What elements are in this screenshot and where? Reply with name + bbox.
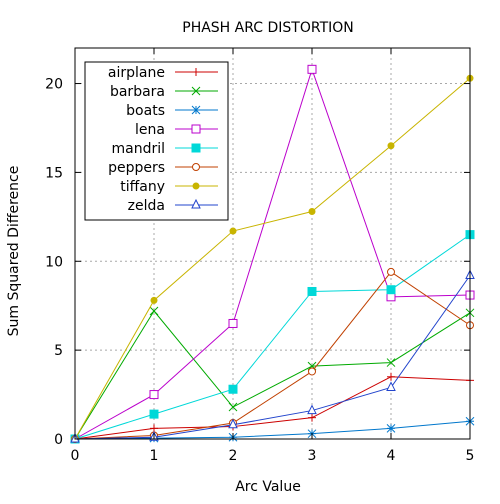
legend-label: lena: [135, 122, 165, 138]
y-tick-label: 0: [54, 432, 63, 448]
data-point-barbara: [228, 402, 238, 412]
legend-swatch-marker: [192, 182, 200, 190]
x-tick-label: 4: [387, 448, 396, 464]
legend-entry-zelda: zelda: [128, 198, 218, 214]
data-point-tiffany: [229, 227, 237, 235]
series-line-peppers: [74, 271, 471, 440]
legend-entry-airplane: airplane: [108, 65, 218, 81]
legend-label: barbara: [110, 84, 165, 100]
x-tick-label: 3: [308, 448, 317, 464]
legend-entry-boats: boats: [126, 103, 218, 119]
data-point-boats: [386, 423, 396, 433]
legend-entry-lena: lena: [135, 122, 218, 138]
data-point-airplane: [387, 372, 395, 381]
legend: airplane barbara boats lena mandril peppers ti…: [84, 61, 229, 221]
legend-label: tiffany: [120, 179, 165, 195]
series-tiffany: [71, 74, 474, 443]
series-line-boats: [74, 420, 471, 440]
legend-entry-mandril: mandril: [111, 141, 218, 157]
legend-label: boats: [126, 103, 165, 119]
data-point-mandril: [307, 286, 317, 296]
legend-swatch-marker: [191, 86, 201, 96]
data-point-airplane: [308, 413, 316, 422]
data-point-barbara: [386, 358, 396, 367]
legend-label: airplane: [108, 65, 165, 81]
series-line-tiffany: [74, 77, 471, 440]
legend-swatch-marker: [192, 68, 200, 76]
data-point-peppers: [387, 267, 395, 276]
legend-entry-tiffany: tiffany: [120, 179, 218, 195]
legend-entry-barbara: barbara: [110, 84, 218, 100]
series-line-zelda: [74, 275, 471, 440]
data-point-barbara: [149, 306, 159, 316]
data-point-mandril: [228, 384, 238, 394]
data-point-tiffany: [308, 208, 316, 216]
legend-swatch-marker: [192, 163, 200, 171]
y-tick-label: 5: [54, 343, 63, 359]
y-tick-label: 15: [45, 165, 63, 181]
data-point-zelda: [386, 381, 396, 391]
x-tick-label: 0: [71, 448, 80, 464]
x-tick-label: 2: [229, 448, 238, 464]
legend-label: zelda: [128, 198, 165, 214]
x-tick-label: 5: [466, 448, 475, 464]
legend-swatch-marker: [191, 198, 201, 209]
legend-swatch-marker: [191, 124, 201, 134]
legend-box: [84, 61, 229, 221]
data-point-zelda: [307, 404, 317, 415]
series-line-lena: [74, 67, 471, 440]
legend-swatch-marker: [191, 143, 201, 153]
chart-title: PHASH ARC DISTORTION: [182, 20, 354, 36]
y-tick-label: 10: [45, 254, 63, 270]
legend-label: mandril: [111, 141, 165, 157]
data-point-lena: [228, 318, 238, 328]
data-point-airplane: [150, 424, 158, 433]
series-line-mandril: [74, 234, 471, 440]
y-axis-label: Sum Squared Difference: [6, 166, 22, 337]
data-point-mandril: [149, 409, 159, 419]
series-line-airplane: [74, 376, 471, 440]
legend-label: peppers: [108, 160, 165, 176]
x-tick-label: 1: [150, 448, 159, 464]
data-point-mandril: [386, 285, 396, 295]
plot-frame: [74, 47, 471, 440]
series-line-barbara: [74, 310, 471, 440]
data-point-tiffany: [387, 142, 395, 150]
legend-entry-peppers: peppers: [108, 160, 218, 176]
series-mandril: [70, 230, 475, 444]
x-axis-label: Arc Value: [235, 479, 301, 495]
data-point-zelda: [228, 418, 238, 429]
data-point-peppers: [308, 367, 316, 376]
data-point-tiffany: [150, 296, 158, 304]
legend-swatch-marker: [191, 105, 201, 115]
data-point-lena: [149, 390, 159, 400]
data-point-lena: [307, 64, 317, 74]
series-airplane: [71, 372, 474, 443]
y-tick-label: 20: [45, 77, 63, 93]
axis-layer: 0 1 2 3 4 5 0 5 10 15 20: [45, 47, 475, 464]
